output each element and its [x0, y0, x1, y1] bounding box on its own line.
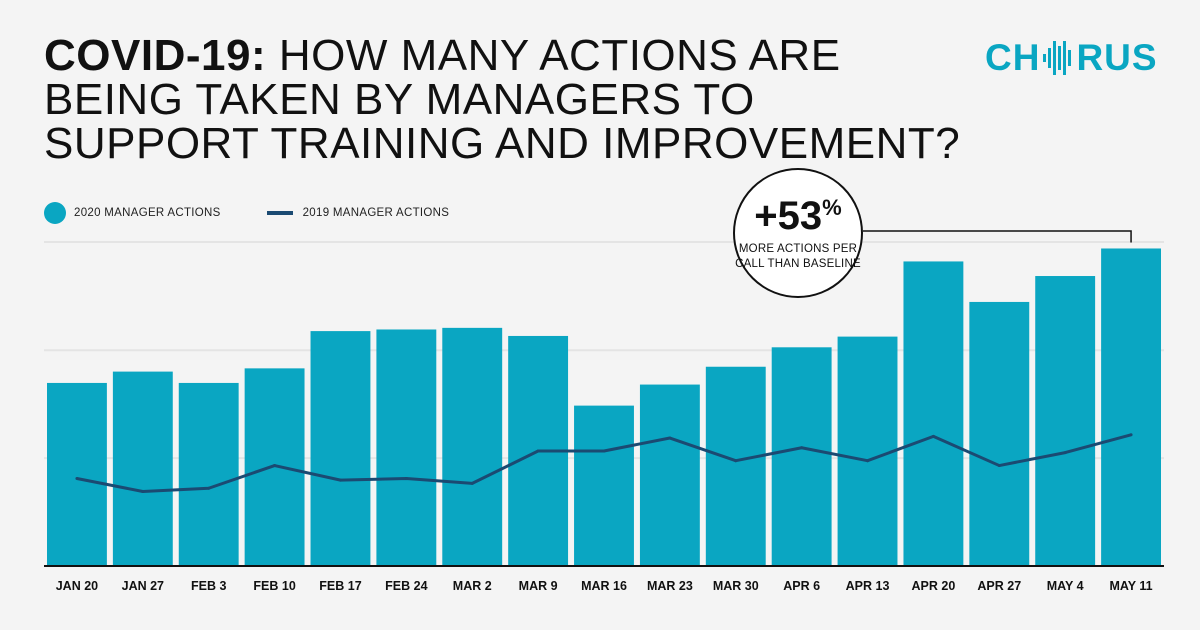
- x-tick-label: MAY 11: [1110, 579, 1153, 593]
- bar-apr-6: [771, 347, 832, 566]
- line-point-jan-27: [141, 489, 145, 493]
- bar-mar-16: [574, 405, 634, 566]
- x-tick-label: MAR 9: [519, 579, 558, 593]
- bar-jan-20: [47, 382, 107, 566]
- x-tick-label: APR 27: [977, 579, 1021, 593]
- logo-text-left: CH: [985, 37, 1041, 78]
- x-tick-label: MAR 23: [647, 579, 693, 593]
- x-tick-label: MAR 2: [453, 579, 492, 593]
- legend-line-swatch: [266, 211, 293, 215]
- bar-series: [47, 248, 1161, 567]
- legend-line-label: 2019 MANAGER ACTIONS: [302, 207, 450, 219]
- line-point-mar-23: [668, 436, 672, 440]
- bar-feb-24: [376, 329, 437, 566]
- x-tick-label: FEB 17: [319, 579, 361, 593]
- title-bold: COVID-19:: [44, 31, 267, 80]
- legend-bar-swatch: [44, 202, 66, 224]
- legend-bar-label: 2020 MANAGER ACTIONS: [74, 207, 221, 219]
- line-series: [75, 433, 1133, 493]
- sound-wave-icon: [1043, 41, 1072, 75]
- callout-bubble: +53% MORE ACTIONS PER CALL THAN BASELINE: [733, 168, 863, 298]
- line-point-mar-2: [470, 481, 474, 485]
- bar-mar-30: [705, 366, 766, 566]
- line-point-mar-16: [602, 449, 606, 453]
- x-tick-label: JAN 20: [56, 579, 98, 593]
- logo-text-right: RUS: [1076, 37, 1158, 78]
- callout-text: MORE ACTIONS PER CALL THAN BASELINE: [735, 243, 861, 270]
- callout-value: +53%: [735, 188, 861, 236]
- callout-unit: %: [822, 195, 842, 220]
- x-axis-labels: JAN 20 JAN 27 FEB 3 FEB 10 FEB 17 FEB 24 MAR 2…: [56, 579, 1153, 593]
- bar-jan-27: [112, 371, 173, 566]
- line-point-feb-10: [273, 464, 277, 468]
- bar-feb-17: [310, 331, 371, 566]
- line-point-may-11: [1129, 433, 1133, 437]
- title-rest: HOW MANY ACTIONS ARE BEING TAKEN BY MANA…: [44, 31, 961, 168]
- bar-may-11: [1101, 248, 1161, 567]
- line-point-mar-30: [734, 459, 738, 463]
- line-point-apr-13: [866, 459, 870, 463]
- x-tick-label: JAN 27: [122, 579, 164, 593]
- line-point-mar-9: [536, 449, 540, 453]
- x-tick-label: FEB 24: [385, 579, 427, 593]
- line-point-apr-27: [997, 464, 1001, 468]
- line-point-may-4: [1063, 451, 1067, 455]
- bar-mar-2: [442, 327, 503, 566]
- bar-apr-13: [837, 336, 898, 566]
- x-tick-label: APR 6: [783, 579, 820, 593]
- line-point-jan-20: [75, 477, 79, 481]
- x-tick-label: APR 13: [846, 579, 890, 593]
- line-point-feb-17: [338, 478, 342, 482]
- bar-apr-27: [969, 301, 1030, 566]
- line-point-feb-24: [404, 477, 408, 481]
- chorus-logo: CH RUS: [985, 37, 1158, 78]
- callout-number: +53: [754, 194, 823, 238]
- x-tick-label: MAR 30: [713, 579, 759, 593]
- x-tick-label: APR 20: [912, 579, 956, 593]
- page-title: COVID-19: HOW MANY ACTIONS ARE BEING TAK…: [44, 34, 974, 166]
- x-tick-label: FEB 3: [191, 579, 226, 593]
- bar-mar-23: [639, 384, 700, 566]
- x-tick-label: MAR 16: [581, 579, 627, 593]
- bar-may-4: [1035, 276, 1096, 566]
- bar-feb-3: [178, 382, 239, 566]
- x-tick-label: FEB 10: [253, 579, 295, 593]
- line-point-feb-3: [207, 486, 211, 490]
- x-tick-label: MAY 4: [1047, 579, 1084, 593]
- bar-feb-10: [244, 368, 305, 566]
- line-point-apr-6: [800, 446, 804, 450]
- line-point-apr-20: [931, 434, 935, 438]
- bar-apr-20: [903, 261, 964, 566]
- callout-leader-line: [863, 230, 1132, 243]
- legend: 2020 MANAGER ACTIONS 2019 MANAGER ACTION…: [44, 202, 449, 224]
